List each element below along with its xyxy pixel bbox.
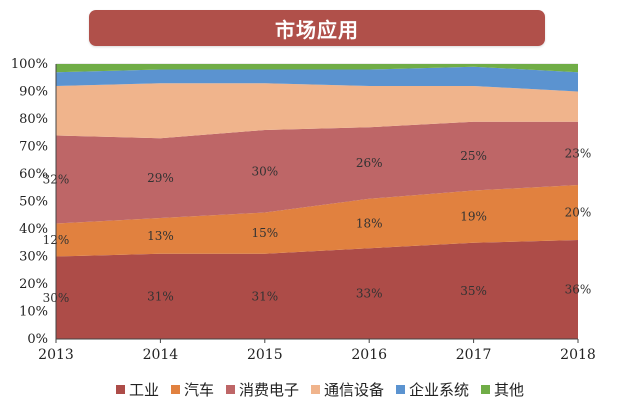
title-banner: 市场应用	[89, 10, 545, 46]
y-tick-label: 90%	[19, 85, 48, 100]
data-label: 25%	[460, 149, 487, 163]
area-series-企业系统	[56, 66, 578, 92]
legend-label: 其他	[494, 380, 525, 399]
legend-swatch	[311, 384, 320, 394]
area-series-其他	[56, 64, 578, 73]
data-label: 19%	[460, 210, 487, 224]
data-label: 12%	[43, 233, 70, 247]
data-label: 20%	[565, 206, 592, 220]
y-tick-label: 50%	[19, 195, 48, 210]
y-tick-label: 20%	[19, 277, 48, 292]
data-label: 33%	[356, 287, 383, 301]
legend-item: 工业	[115, 379, 159, 400]
data-label: 29%	[147, 171, 174, 185]
y-tick-label: 0%	[27, 332, 48, 347]
area-series-汽车	[56, 185, 578, 257]
y-tick-label: 70%	[19, 140, 48, 155]
data-label: 15%	[251, 226, 278, 240]
legend-swatch	[115, 384, 125, 394]
data-label: 23%	[565, 146, 592, 160]
legend-item: 消费电子	[225, 379, 299, 400]
data-label: 26%	[356, 156, 383, 170]
legend-label: 工业	[128, 380, 159, 399]
x-tick-label: 2014	[143, 347, 179, 363]
data-label: 13%	[147, 229, 174, 243]
y-tick-label: 100%	[11, 57, 48, 72]
data-label: 35%	[460, 284, 487, 298]
y-tick-label: 10%	[19, 305, 48, 320]
legend-swatch	[396, 384, 406, 394]
data-label: 32%	[43, 173, 70, 187]
x-tick-label: 2017	[456, 347, 492, 363]
legend-label: 汽车	[183, 380, 214, 399]
area-series	[56, 64, 578, 339]
x-tick-label: 2018	[560, 347, 596, 363]
x-tick-label: 2016	[351, 347, 387, 363]
legend-item: 其他	[481, 379, 524, 400]
legend-swatch	[481, 384, 491, 394]
area-series-消费电子	[56, 121, 578, 224]
legend-item: 企业系统	[396, 379, 469, 400]
legend-swatch	[170, 384, 180, 394]
data-label: 18%	[356, 217, 383, 231]
y-tick-label: 80%	[19, 112, 48, 127]
data-label: 31%	[147, 289, 174, 303]
data-label: 36%	[565, 283, 592, 297]
legend-label: 企业系统	[409, 380, 470, 399]
data-label: 30%	[251, 164, 278, 178]
data-label: 30%	[43, 291, 70, 305]
y-tick-label: 40%	[19, 222, 48, 237]
y-tick-label: 60%	[19, 167, 48, 182]
area-series-工业	[56, 240, 578, 339]
legend-swatch	[225, 384, 235, 394]
x-tick-label: 2013	[38, 347, 74, 363]
legend: 工业 汽车 消费电子 通信设备 企业系统 其他	[0, 378, 640, 400]
legend-item: 汽车	[170, 379, 214, 400]
legend-label: 通信设备	[324, 380, 385, 399]
y-tick-label: 30%	[19, 250, 48, 265]
area-series-通信设备	[56, 83, 578, 139]
x-tick-label: 2015	[247, 347, 283, 363]
data-label: 31%	[251, 289, 278, 303]
legend-label: 消费电子	[238, 380, 299, 399]
legend-item: 通信设备	[311, 379, 384, 400]
chart-title: 市场应用	[275, 17, 359, 42]
axes: 0%10%20%30%40%50%60%70%80%90%100%2013 201…	[11, 57, 596, 363]
data-labels: 30% 31% 31% 33% 35% 36% 12% 13% 15% 18% 19% 20% 32% 2…	[43, 146, 592, 304]
